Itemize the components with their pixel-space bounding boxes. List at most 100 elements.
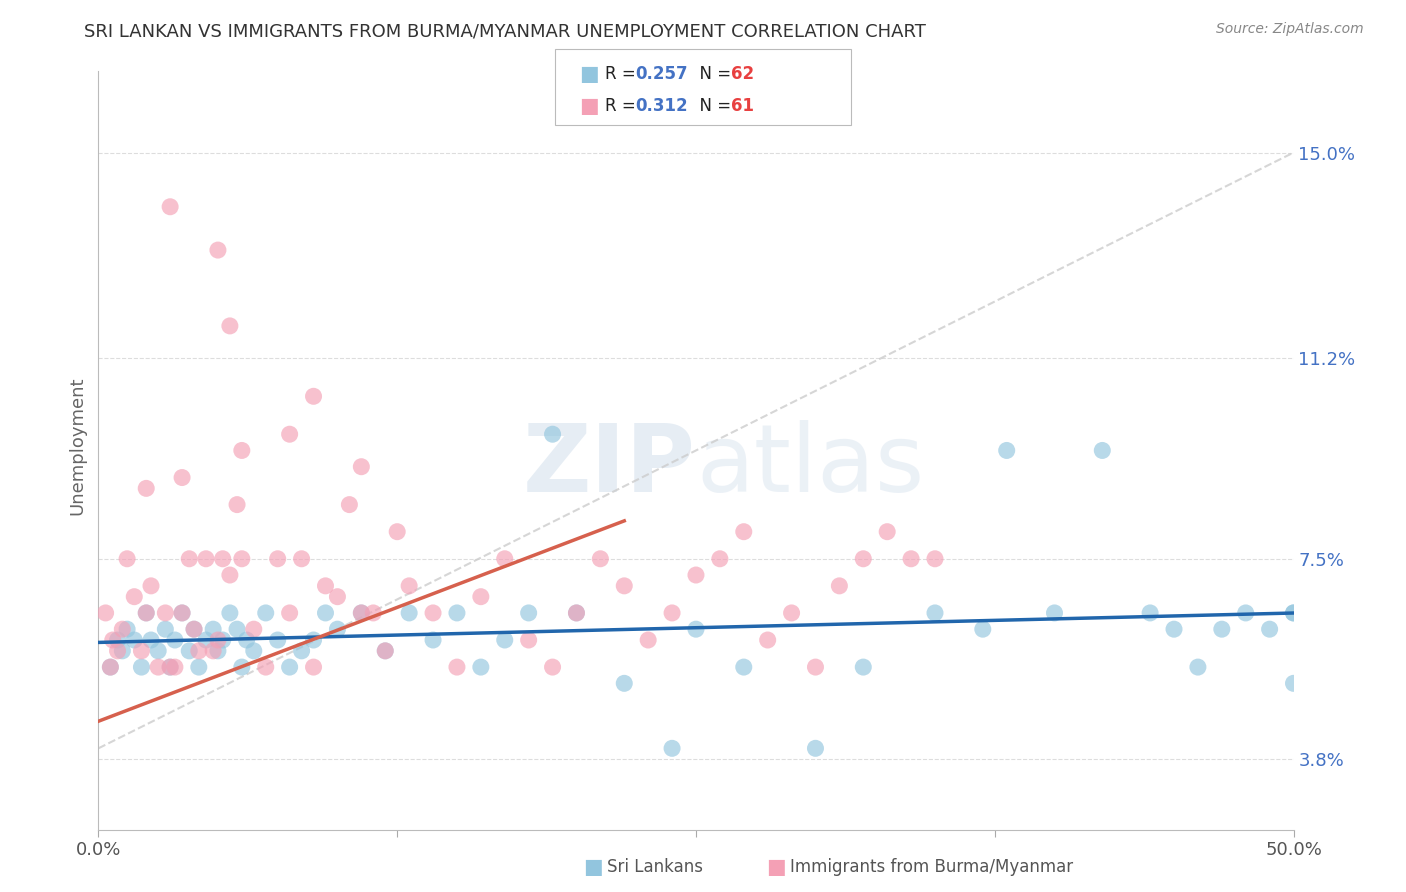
Point bbox=[267, 633, 290, 648]
Point bbox=[541, 660, 564, 674]
Point bbox=[179, 644, 201, 658]
Point bbox=[207, 633, 229, 648]
Text: ■: ■ bbox=[583, 857, 603, 877]
Text: ZIP: ZIP bbox=[523, 419, 696, 512]
Text: N =: N = bbox=[689, 96, 737, 115]
Text: Source: ZipAtlas.com: Source: ZipAtlas.com bbox=[1216, 22, 1364, 37]
Point bbox=[852, 551, 875, 566]
Point bbox=[139, 579, 162, 593]
Point bbox=[231, 551, 253, 566]
Point bbox=[589, 551, 612, 566]
Point bbox=[101, 633, 124, 648]
Point bbox=[302, 633, 325, 648]
Text: atlas: atlas bbox=[696, 419, 924, 512]
Text: R =: R = bbox=[605, 64, 641, 83]
Point bbox=[231, 660, 253, 674]
Point bbox=[374, 644, 396, 658]
Point bbox=[972, 622, 994, 636]
Point bbox=[155, 606, 177, 620]
Point bbox=[398, 579, 420, 593]
Point bbox=[172, 470, 194, 484]
Point bbox=[159, 200, 181, 214]
Point bbox=[115, 551, 138, 566]
Point bbox=[685, 568, 707, 582]
Point bbox=[613, 676, 636, 690]
Point bbox=[254, 606, 277, 620]
Point bbox=[733, 524, 755, 539]
Point bbox=[350, 606, 373, 620]
Point bbox=[995, 443, 1018, 458]
Point bbox=[107, 633, 129, 648]
Point bbox=[172, 606, 194, 620]
Point bbox=[302, 660, 325, 674]
Point bbox=[1139, 606, 1161, 620]
Point bbox=[422, 633, 444, 648]
Point bbox=[1163, 622, 1185, 636]
Text: R =: R = bbox=[605, 96, 641, 115]
Point bbox=[187, 644, 209, 658]
Point bbox=[231, 443, 253, 458]
Point bbox=[756, 633, 779, 648]
Point bbox=[219, 318, 242, 333]
Point bbox=[1043, 606, 1066, 620]
Point bbox=[1091, 443, 1114, 458]
Point bbox=[202, 622, 225, 636]
Point bbox=[1282, 676, 1305, 690]
Point bbox=[291, 644, 314, 658]
Point bbox=[195, 633, 218, 648]
Point bbox=[804, 741, 827, 756]
Point bbox=[565, 606, 588, 620]
Point bbox=[398, 606, 420, 620]
Point bbox=[517, 633, 540, 648]
Point bbox=[326, 590, 349, 604]
Point bbox=[135, 606, 157, 620]
Point bbox=[163, 660, 186, 674]
Point bbox=[1234, 606, 1257, 620]
Text: Sri Lankans: Sri Lankans bbox=[607, 858, 703, 876]
Point bbox=[183, 622, 205, 636]
Point bbox=[422, 606, 444, 620]
Point bbox=[267, 551, 290, 566]
Point bbox=[115, 622, 138, 636]
Point bbox=[148, 644, 170, 658]
Text: 0.312: 0.312 bbox=[636, 96, 688, 115]
Point bbox=[98, 660, 122, 674]
Point bbox=[446, 606, 468, 620]
Point bbox=[183, 622, 205, 636]
Point bbox=[202, 644, 225, 658]
Text: Immigrants from Burma/Myanmar: Immigrants from Burma/Myanmar bbox=[790, 858, 1073, 876]
Point bbox=[709, 551, 731, 566]
Point bbox=[385, 524, 409, 539]
Point bbox=[278, 427, 301, 442]
Point bbox=[135, 606, 157, 620]
Point bbox=[900, 551, 922, 566]
Point bbox=[470, 660, 492, 674]
Point bbox=[637, 633, 659, 648]
Point bbox=[111, 644, 134, 658]
Point bbox=[446, 660, 468, 674]
Point bbox=[1187, 660, 1209, 674]
Point bbox=[315, 579, 337, 593]
Point bbox=[219, 606, 242, 620]
Text: 61: 61 bbox=[731, 96, 754, 115]
Point bbox=[211, 633, 233, 648]
Point bbox=[470, 590, 492, 604]
Point bbox=[155, 622, 177, 636]
Point bbox=[159, 660, 181, 674]
Point bbox=[219, 568, 242, 582]
Point bbox=[852, 660, 875, 674]
Text: SRI LANKAN VS IMMIGRANTS FROM BURMA/MYANMAR UNEMPLOYMENT CORRELATION CHART: SRI LANKAN VS IMMIGRANTS FROM BURMA/MYAN… bbox=[84, 22, 927, 40]
Text: Unemployment: Unemployment bbox=[69, 376, 86, 516]
Point bbox=[1258, 622, 1281, 636]
Text: 62: 62 bbox=[731, 64, 754, 83]
Point bbox=[187, 660, 209, 674]
Point bbox=[350, 459, 373, 474]
Point bbox=[326, 622, 349, 636]
Point bbox=[226, 498, 249, 512]
Point bbox=[876, 524, 898, 539]
Point bbox=[172, 606, 194, 620]
Point bbox=[565, 606, 588, 620]
Point bbox=[139, 633, 162, 648]
Point bbox=[124, 590, 146, 604]
Point bbox=[363, 606, 385, 620]
